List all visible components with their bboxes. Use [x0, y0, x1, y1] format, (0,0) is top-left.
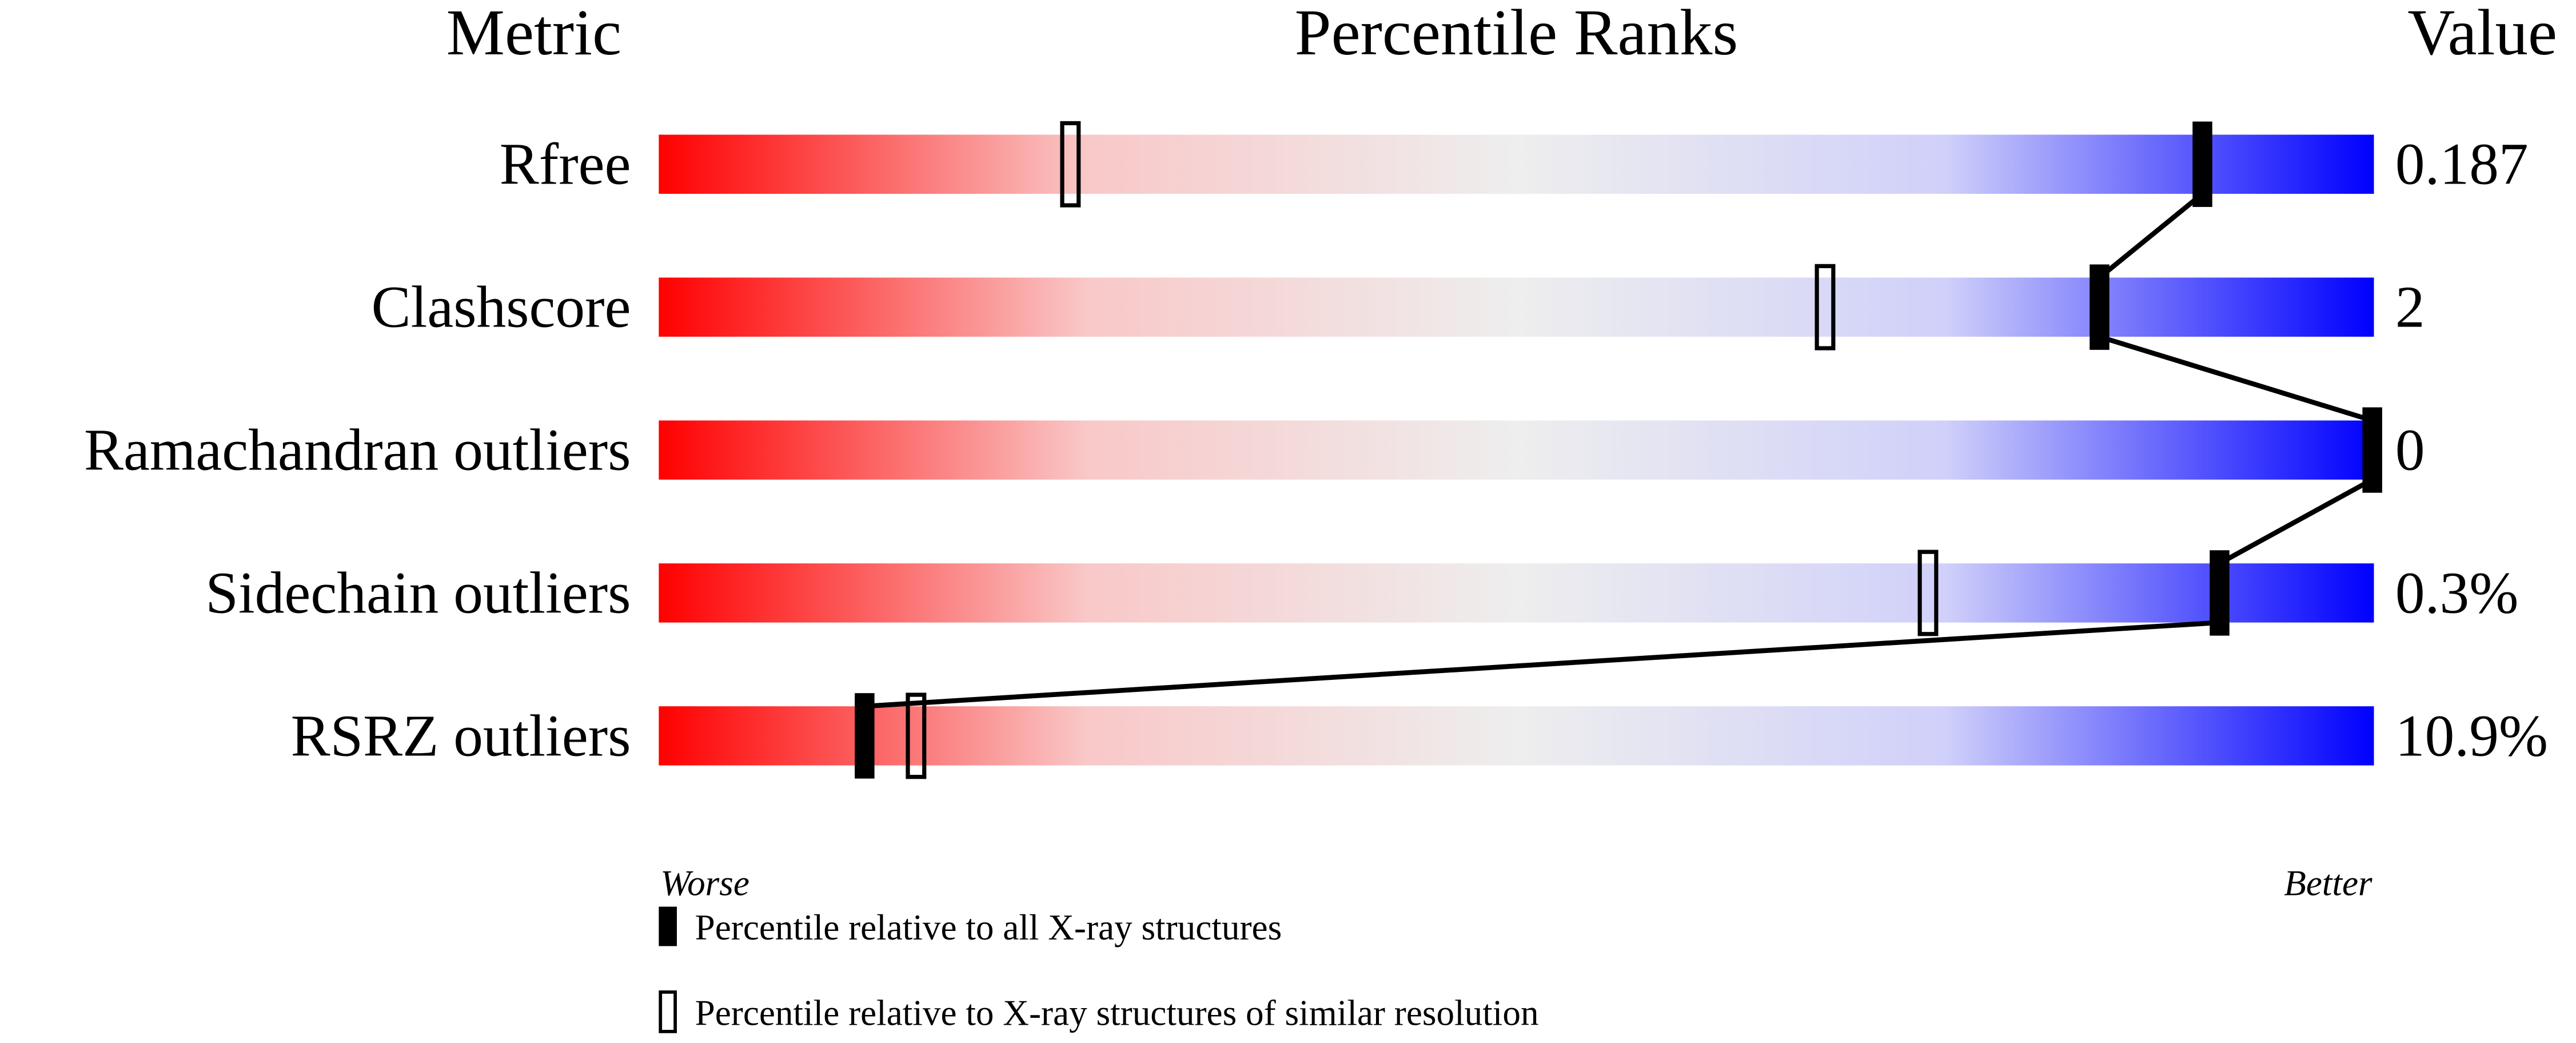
- connector-line: [864, 620, 2220, 709]
- percentile-bar-rsrz-outliers: [659, 706, 2374, 766]
- marker-all-ramachandran-outliers: [2362, 407, 2382, 493]
- metric-value-rfree: 0.187: [2395, 132, 2529, 197]
- metric-label-ramachandran-outliers: Ramachandran outliers: [84, 418, 631, 483]
- legend-filled-label: Percentile relative to all X-ray structu…: [695, 907, 1282, 948]
- metric-label-clashscore: Clashscore: [372, 275, 631, 340]
- metric-value-rsrz-outliers: 10.9%: [2395, 703, 2548, 769]
- metric-value-ramachandran-outliers: 0: [2395, 418, 2425, 483]
- metric-value-sidechain-outliers: 0.3%: [2395, 560, 2518, 626]
- axis-better-label: Better: [2284, 863, 2372, 903]
- legend-open-label: Percentile relative to X-ray structures …: [695, 993, 1539, 1033]
- marker-similar-rfree: [1060, 121, 1081, 208]
- percentile-bar-ramachandran-outliers: [659, 420, 2374, 480]
- percentile-bar-rfree: [659, 134, 2374, 194]
- header-metric: Metric: [446, 0, 621, 69]
- marker-all-rfree: [2192, 121, 2212, 207]
- connector-line: [2098, 192, 2204, 280]
- metric-label-rsrz-outliers: RSRZ outliers: [291, 703, 631, 769]
- metric-label-sidechain-outliers: Sidechain outliers: [205, 560, 631, 626]
- header-value: Value: [2407, 0, 2557, 69]
- connector-line: [2218, 477, 2374, 566]
- marker-similar-clashscore: [1815, 264, 1836, 351]
- metric-value-clashscore: 2: [2395, 275, 2425, 340]
- header-percentile-ranks: Percentile Ranks: [1295, 0, 1738, 69]
- marker-similar-rsrz-outliers: [906, 692, 927, 779]
- metric-label-rfree: Rfree: [500, 132, 631, 197]
- marker-all-clashscore: [2089, 264, 2110, 350]
- axis-worse-label: Worse: [660, 863, 749, 903]
- marker-all-sidechain-outliers: [2210, 550, 2230, 636]
- connector-line: [2099, 334, 2373, 423]
- legend-open-marker: [659, 990, 677, 1033]
- marker-all-rsrz-outliers: [855, 693, 875, 779]
- percentile-bar-sidechain-outliers: [659, 563, 2374, 623]
- marker-similar-sidechain-outliers: [1917, 550, 1939, 636]
- percentile-bar-clashscore: [659, 277, 2374, 337]
- legend-filled-marker: [659, 906, 677, 946]
